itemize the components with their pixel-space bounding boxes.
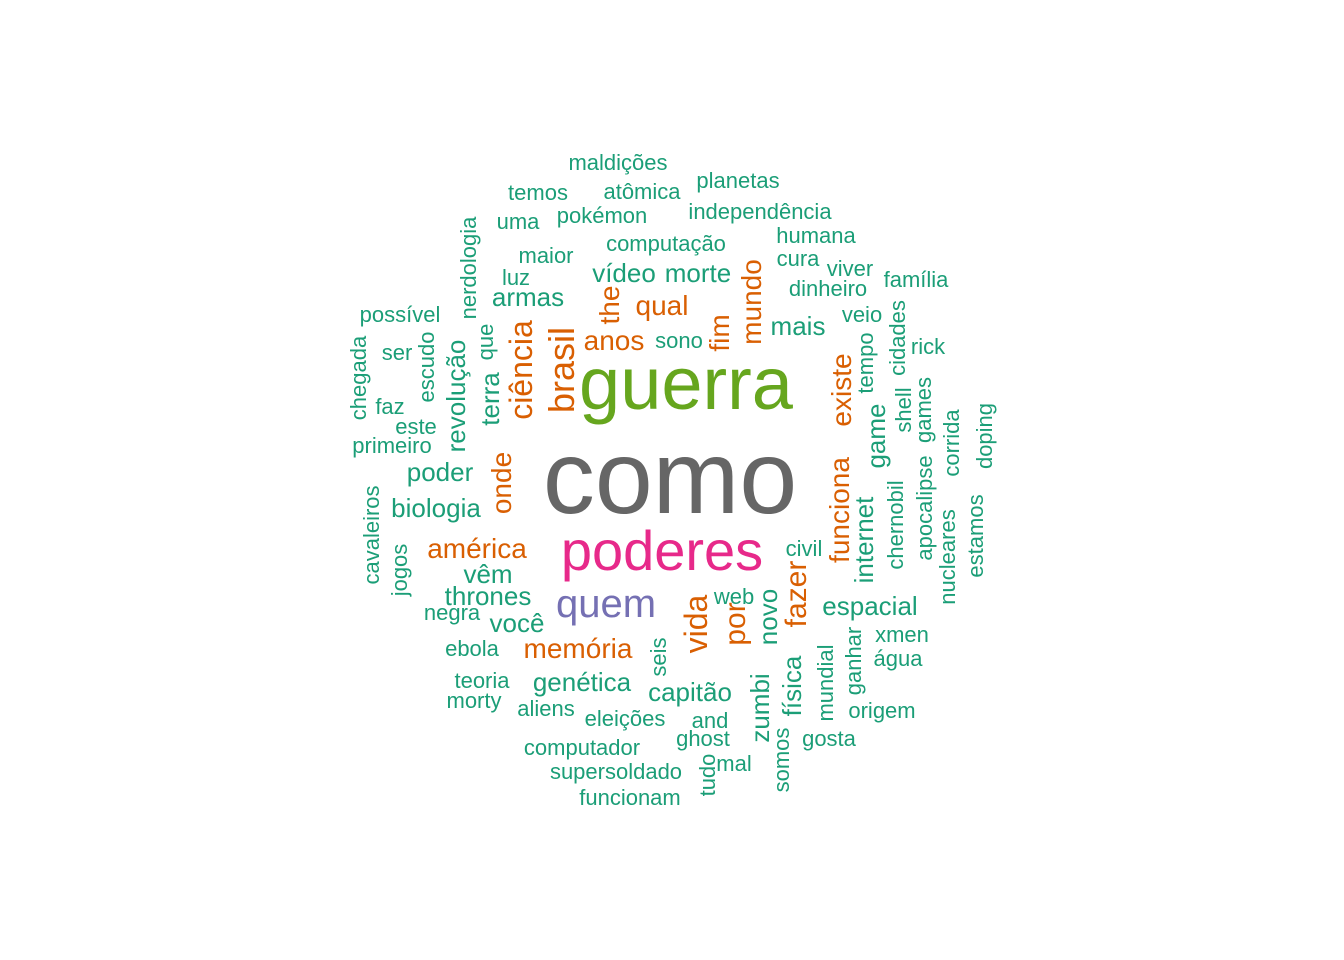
word-pokemon: pokémon	[556, 203, 648, 228]
word-aliens: aliens	[517, 696, 575, 721]
word-atomica: atômica	[603, 179, 681, 204]
word-ser: ser	[381, 340, 413, 365]
word-brasil: brasil	[541, 326, 582, 414]
word-veio: veio	[841, 302, 883, 327]
word-vem: vêm	[463, 559, 513, 589]
word-ganhar: ganhar	[841, 626, 866, 696]
word-morty: morty	[446, 688, 502, 713]
word-funcionam: funcionam	[579, 785, 681, 810]
word-chegada: chegada	[346, 335, 371, 421]
word-anos: anos	[583, 325, 645, 356]
word-memoria: memória	[523, 633, 633, 664]
word-computacao: computação	[606, 231, 726, 256]
word-america: américa	[427, 533, 527, 564]
word-sono: sono	[655, 328, 703, 353]
word-este: este	[395, 414, 437, 439]
word-como: como	[542, 420, 798, 536]
word-existe: existe	[826, 353, 857, 427]
word-revolucao: revolução	[441, 339, 471, 453]
word-nerdologia: nerdologia	[456, 216, 481, 320]
word-teoria: teoria	[454, 668, 510, 693]
word-eleicoes: eleições	[584, 706, 666, 731]
word-poderes: poderes	[560, 519, 764, 582]
word-vida: vida	[678, 594, 714, 654]
word-familia: família	[883, 267, 949, 292]
word-maior: maior	[518, 243, 574, 268]
word-supersoldado: supersoldado	[549, 759, 683, 784]
word-tudo: tudo	[695, 753, 720, 797]
word-independencia: independência	[688, 199, 832, 224]
word-quem: quem	[555, 582, 657, 626]
word-ciencia: ciência	[503, 320, 539, 420]
word-web: web	[713, 584, 755, 609]
word-espacial: espacial	[822, 591, 918, 621]
word-cidades: cidades	[885, 300, 910, 376]
word-temos: temos	[508, 180, 568, 205]
word-nucleares: nucleares	[935, 509, 960, 605]
word-computador: computador	[523, 735, 641, 760]
word-viver: viver	[826, 256, 874, 281]
word-ghost: ghost	[676, 726, 730, 751]
word-luz: luz	[501, 265, 531, 290]
word-jogos: jogos	[387, 543, 412, 597]
word-ebola: ebola	[445, 636, 499, 661]
word-primeiro: primeiro	[352, 433, 432, 458]
word-fazer: fazer	[780, 560, 813, 628]
word-dinheiro: dinheiro	[788, 276, 868, 301]
word-video: vídeo	[592, 258, 656, 288]
word-chernobil: chernobil	[883, 480, 908, 570]
word-biologia: biologia	[391, 493, 481, 523]
word-seis: seis	[646, 637, 671, 677]
word-poder: poder	[406, 457, 474, 487]
word-armas: armas	[491, 282, 565, 312]
word-internet: internet	[849, 496, 879, 584]
word-agua: água	[873, 646, 923, 671]
word-morte: morte	[664, 258, 732, 288]
word-and: and	[691, 708, 729, 733]
word-tempo: tempo	[853, 332, 878, 394]
word-planetas: planetas	[696, 168, 780, 193]
word-terra: terra	[475, 372, 505, 426]
word-que: que	[473, 323, 498, 361]
word-genetica: genética	[532, 667, 632, 697]
word-cavaleiros: cavaleiros	[359, 485, 384, 585]
word-fisica: física	[777, 655, 807, 717]
word-apocalipse: apocalipse	[912, 455, 937, 561]
word-thrones: thrones	[444, 581, 532, 611]
word-novo: novo	[753, 588, 783, 646]
word-uma: uma	[496, 209, 540, 234]
word-mundial: mundial	[813, 644, 838, 722]
word-mundo: mundo	[736, 259, 767, 345]
word-escudo: escudo	[414, 331, 439, 403]
word-possivel: possível	[359, 302, 441, 327]
word-voce: você	[489, 608, 545, 638]
word-games: games	[911, 376, 936, 444]
word-game: game	[861, 403, 891, 469]
word-the: the	[594, 285, 625, 325]
word-rick: rick	[910, 334, 946, 359]
word-faz: faz	[375, 394, 405, 419]
word-corrida: corrida	[939, 409, 964, 477]
word-qual: qual	[635, 290, 689, 321]
word-humana: humana	[776, 223, 856, 248]
word-cura: cura	[776, 246, 820, 271]
word-mais: mais	[770, 311, 826, 341]
word-guerra: guerra	[579, 342, 793, 425]
word-maldicoes: maldições	[568, 150, 668, 175]
word-fim: fim	[704, 314, 735, 352]
word-origem: origem	[848, 698, 916, 723]
word-onde: onde	[486, 451, 517, 515]
word-xmen: xmen	[875, 622, 929, 647]
word-capitao: capitão	[648, 677, 732, 707]
word-doping: doping	[972, 402, 997, 470]
word-negra: negra	[423, 600, 481, 625]
word-mal: mal	[716, 751, 752, 776]
word-estamos: estamos	[963, 494, 988, 578]
word-gosta: gosta	[802, 726, 856, 751]
word-somos: somos	[769, 727, 794, 793]
word-civil: civil	[785, 536, 823, 561]
